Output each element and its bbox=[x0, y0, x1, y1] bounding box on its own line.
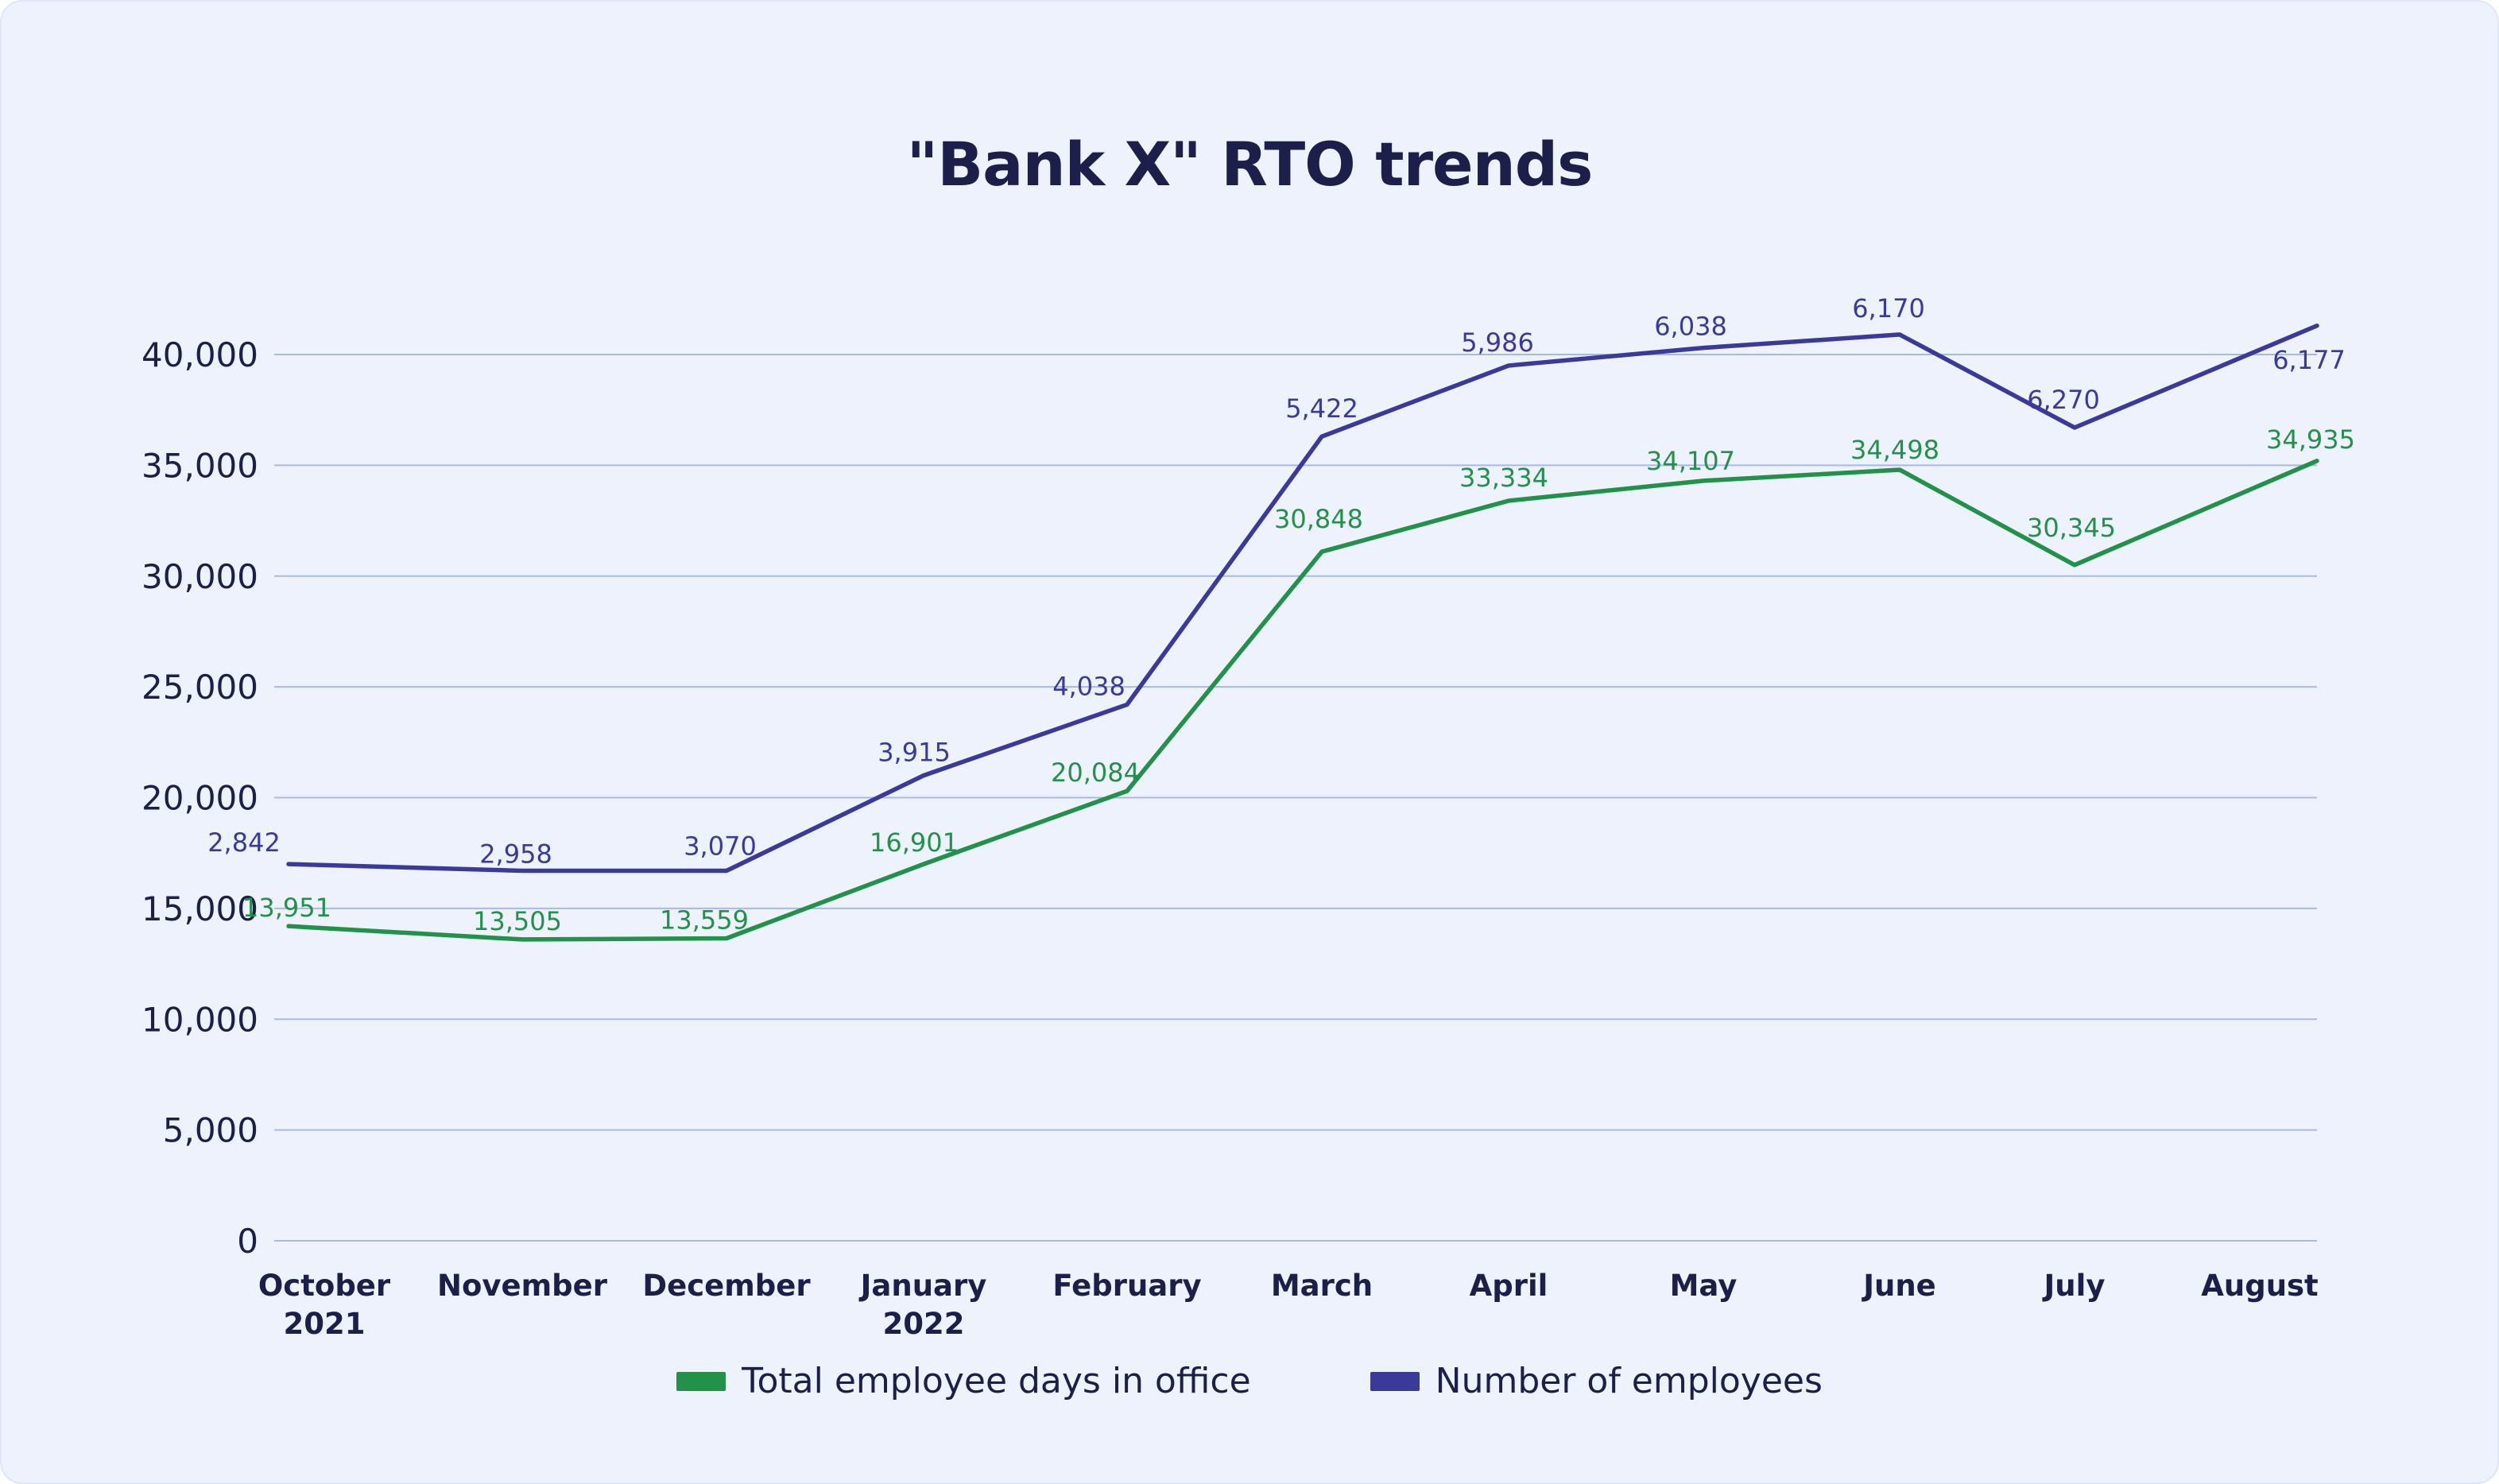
data-label: 3,070 bbox=[684, 831, 757, 861]
x-tick-label: April bbox=[1470, 1269, 1548, 1303]
data-label: 16,901 bbox=[870, 827, 959, 858]
y-tick-label: 30,000 bbox=[141, 557, 258, 596]
y-tick-label: 20,000 bbox=[141, 779, 258, 818]
x-tick-label: February bbox=[1052, 1269, 1201, 1303]
data-label: 34,107 bbox=[1646, 446, 1735, 476]
x-tick-label: May bbox=[1670, 1269, 1738, 1303]
series-line bbox=[286, 324, 2319, 874]
legend-item-days-in-office: Total employee days in office bbox=[676, 1361, 1251, 1401]
data-label: 13,505 bbox=[473, 906, 562, 936]
y-tick-label: 5,000 bbox=[163, 1111, 258, 1150]
x-tick-label: January bbox=[858, 1269, 987, 1303]
x-tick-label: 2021 bbox=[284, 1307, 366, 1341]
legend-item-employees: Number of employees bbox=[1370, 1361, 1823, 1401]
x-tick-label: June bbox=[1861, 1269, 1936, 1303]
legend: Total employee days in office Number of … bbox=[0, 1361, 2499, 1401]
legend-swatch-green bbox=[676, 1371, 726, 1391]
data-label: 34,935 bbox=[2266, 424, 2355, 455]
data-label: 13,559 bbox=[660, 905, 749, 936]
data-label: 30,848 bbox=[1274, 504, 1363, 534]
x-tick-label: 2022 bbox=[883, 1307, 965, 1341]
data-label: 20,084 bbox=[1051, 757, 1140, 788]
y-tick-label: 40,000 bbox=[141, 335, 258, 374]
y-tick-label: 0 bbox=[237, 1222, 258, 1261]
data-label: 5,986 bbox=[1461, 327, 1534, 358]
data-label: 3,915 bbox=[878, 738, 951, 768]
data-label: 30,345 bbox=[2027, 513, 2116, 543]
y-tick-label: 25,000 bbox=[141, 668, 258, 707]
data-label: 6,038 bbox=[1654, 312, 1727, 342]
data-label: 4,038 bbox=[1052, 671, 1126, 701]
x-tick-label: October bbox=[258, 1269, 391, 1303]
chart-title: "Bank X" RTO trends bbox=[906, 129, 1594, 200]
data-label: 13,951 bbox=[242, 893, 331, 923]
y-tick-label: 35,000 bbox=[141, 446, 258, 485]
legend-label: Total employee days in office bbox=[742, 1361, 1251, 1401]
x-tick-label: July bbox=[2042, 1269, 2106, 1303]
x-tick-label: December bbox=[642, 1269, 811, 1303]
data-label: 34,498 bbox=[1850, 435, 1939, 465]
x-tick-label: November bbox=[437, 1269, 608, 1303]
data-label: 33,334 bbox=[1459, 463, 1548, 493]
data-label: 5,422 bbox=[1285, 393, 1358, 424]
y-tick-label: 15,000 bbox=[141, 889, 258, 928]
data-label: 2,958 bbox=[479, 839, 552, 869]
data-label: 2,842 bbox=[207, 827, 281, 858]
series-line bbox=[286, 459, 2319, 942]
data-label: 6,170 bbox=[1852, 293, 1925, 324]
data-label: 6,177 bbox=[2272, 345, 2346, 375]
data-label: 6,270 bbox=[2027, 385, 2100, 415]
x-tick-label: March bbox=[1271, 1269, 1373, 1303]
x-tick-label: August bbox=[2201, 1269, 2319, 1303]
legend-swatch-indigo bbox=[1370, 1371, 1420, 1391]
legend-label: Number of employees bbox=[1435, 1361, 1823, 1401]
y-tick-label: 10,000 bbox=[141, 1000, 258, 1039]
